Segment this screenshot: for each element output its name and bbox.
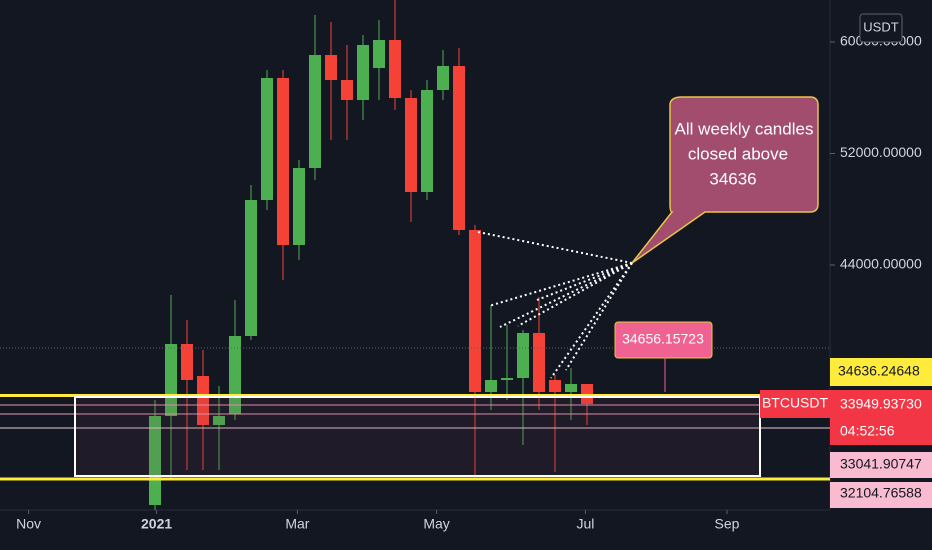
price-label: 32104.76588 [840,485,922,501]
level-label: 34636.24648 [838,363,920,379]
candle-body [261,78,273,200]
price-label: 33041.90747 [840,456,922,472]
candle-body [453,66,465,230]
x-tick-label: Jul [576,516,594,532]
candle-body [405,98,417,192]
candle-body [181,344,193,380]
dotted-rays [477,231,633,379]
candle-body [149,416,161,505]
candle-body [517,332,529,378]
candle-body [581,383,593,405]
price-note-box [614,321,713,359]
candle-body [469,230,481,393]
price-label-box [830,482,932,508]
annotation-line: All weekly candles [675,119,814,138]
level-label-box [830,358,932,386]
symbol: BTCUSDT [762,395,829,411]
price-label-box [830,452,932,478]
range-box [74,396,761,477]
x-tick-label: 2021 [141,516,172,532]
candle-body [197,375,209,425]
candle-body [309,55,321,168]
x-tick-label: Mar [285,516,309,532]
candle-body [437,66,449,90]
candle-body [421,90,433,192]
price-note: 34656.15723 [622,331,704,347]
y-tick-label: 44000.00000 [840,256,922,272]
candle-body [213,416,225,425]
x-tick-label: Sep [715,516,740,532]
candle-body [389,40,401,98]
candle-body [325,55,337,81]
candle-body [501,378,513,380]
candle-body [165,344,177,417]
x-tick-label: May [423,516,449,532]
candle-body [357,44,369,100]
candle-body [485,379,497,393]
annotation-line: 34636 [709,169,756,188]
candle-body [245,199,257,336]
annotation-line: closed above [688,144,788,163]
candle-body [533,332,545,393]
x-tick-label: Nov [16,516,41,532]
candle-body [341,80,353,100]
unit-box [859,13,903,43]
last-price-box [830,390,932,445]
symbol-box [760,390,830,418]
y-tick-label: 52000.00000 [840,144,922,160]
candle-body [549,379,561,393]
candle-body [373,40,385,68]
candle-body [565,383,577,393]
countdown: 04:52:56 [840,423,895,439]
unit: USDT [863,19,898,34]
candle-body [277,78,289,245]
candle-body [293,167,305,245]
last-price: 33949.93730 [840,396,922,412]
callout [631,96,819,264]
plot: 60000.0000052000.0000044000.00000Nov2021… [0,0,922,532]
